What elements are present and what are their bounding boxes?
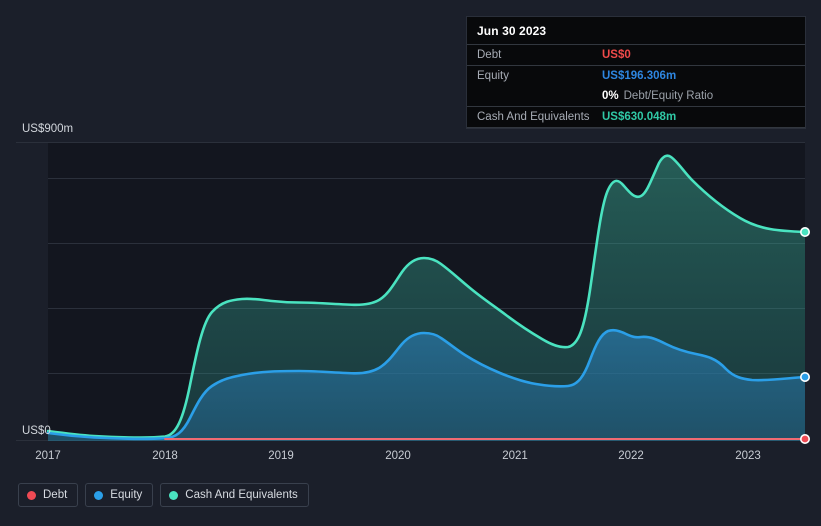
equity-area (48, 330, 805, 441)
legend-dot-equity-icon (94, 490, 104, 500)
equity-endpoint-marker (799, 371, 810, 382)
tooltip-label-cash: Cash And Equivalents (477, 111, 590, 123)
legend-label-equity: Equity (110, 489, 143, 501)
tooltip-row-equity: Equity US$196.306m (467, 65, 805, 86)
tooltip-date: Jun 30 2023 (477, 24, 547, 38)
legend-dot-cash-icon (169, 490, 179, 500)
x-tick-2023: 2023 (735, 450, 761, 462)
y-axis-zero-label: US$0 (22, 425, 51, 437)
cash-line (46, 154, 807, 439)
chart-tooltip: Jun 30 2023 Debt US$0 Equity US$196.306m… (466, 16, 806, 129)
tooltip-bottom-divider (467, 127, 805, 128)
tooltip-value-cash: US$630.048m (602, 111, 677, 123)
cash-endpoint-marker (799, 227, 810, 238)
y-axis-top-label: US$900m (22, 123, 74, 135)
x-tick-2022: 2022 (618, 450, 644, 462)
tooltip-label-debt: Debt (477, 49, 502, 61)
legend-label-debt: Debt (43, 489, 68, 501)
legend-item-equity[interactable]: Equity (85, 483, 154, 507)
x-tick-2020: 2020 (385, 450, 411, 462)
tooltip-ratio-percent: 0% (602, 90, 619, 102)
x-tick-2017: 2017 (35, 450, 61, 462)
x-tick-2021: 2021 (502, 450, 528, 462)
tooltip-value-ratio: 0% Debt/Equity Ratio (602, 90, 713, 102)
legend-item-debt[interactable]: Debt (18, 483, 79, 507)
chart-legend: Debt Equity Cash And Equivalents (18, 483, 309, 507)
tooltip-row-debt: Debt US$0 (467, 44, 805, 65)
tooltip-ratio-text: Debt/Equity Ratio (623, 90, 714, 102)
tooltip-value-equity: US$196.306m (602, 70, 677, 82)
legend-item-cash[interactable]: Cash And Equivalents (160, 483, 309, 507)
equity-line (46, 328, 807, 441)
tooltip-row-ratio: 0% Debt/Equity Ratio (467, 86, 805, 106)
legend-label-cash: Cash And Equivalents (185, 489, 298, 501)
x-tick-2019: 2019 (268, 450, 294, 462)
x-axis-labels: 2017 2018 2019 2020 2021 2022 2023 (0, 450, 821, 468)
legend-dot-debt-icon (27, 490, 36, 500)
endpoint-markers (799, 227, 810, 444)
debt-endpoint-marker (799, 433, 810, 444)
plot-area (16, 142, 810, 444)
tooltip-label-equity: Equity (477, 70, 509, 82)
x-tick-2018: 2018 (152, 450, 178, 462)
tooltip-value-debt: US$0 (602, 49, 631, 61)
tooltip-row-cash: Cash And Equivalents US$630.048m (467, 106, 805, 127)
